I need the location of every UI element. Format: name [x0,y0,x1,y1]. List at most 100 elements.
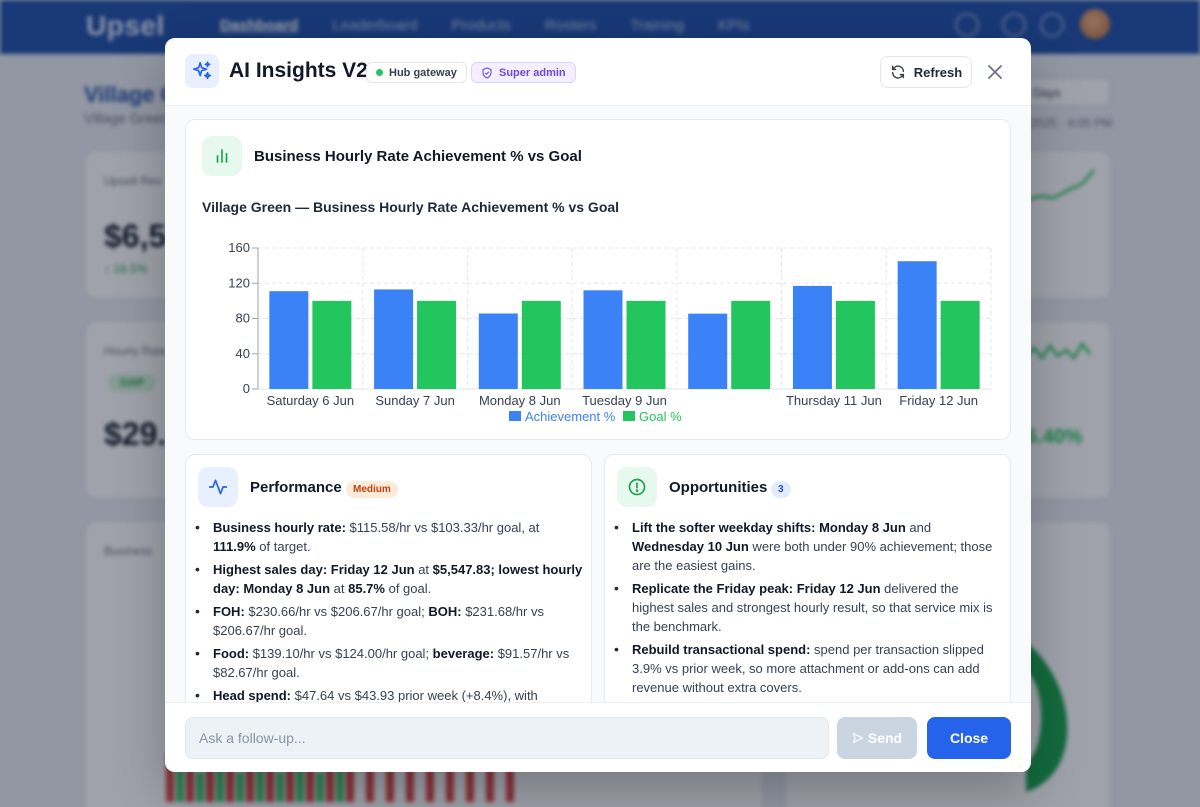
opportunities-list: Lift the softer weekday shifts: Monday 8… [614,518,1002,701]
bar-achievement [897,261,937,389]
insight-text: Head spend: [213,688,292,703]
insight-text: 111.9% [213,539,256,554]
send-button[interactable]: Send [837,717,917,759]
list-item: FOH: $230.66/hr vs $206.67/hr goal; BOH:… [195,602,583,640]
list-item: Replicate the Friday peak: Friday 12 Jun… [614,579,1002,636]
y-tick-label: 40 [236,346,250,361]
y-tick-label: 160 [228,240,250,255]
legend-label: Goal % [639,409,682,424]
modal-body[interactable]: Business Hourly Rate Achievement % vs Go… [165,106,1031,724]
insight-text: $231.68/hr vs $206.67/hr goal. [213,604,544,638]
send-label: Send [867,730,903,746]
nav-dashboard[interactable]: Dashboard [220,17,299,34]
bar-achievement [374,289,414,389]
nav-products[interactable]: Products [451,17,511,34]
insight-text: 85.7% [348,581,385,596]
bar-goal [521,300,561,389]
modal-title: AI Insights V2 [229,59,368,82]
insight-text: and [905,520,932,535]
bar-goal [835,300,875,389]
super-admin-badge: Super admin [471,62,576,83]
chart-panel-title: Business Hourly Rate Achievement % vs Go… [254,148,582,165]
magic-icon[interactable] [955,13,979,37]
help-icon[interactable] [1002,13,1026,37]
insight-text: Wednesday 10 Jun [632,539,749,554]
nav-training[interactable]: Training [630,17,684,34]
app-logo[interactable]: Upsel [86,10,165,41]
insight-text: FOH: [213,604,245,619]
insight-text: $5,547.83; lowest hourly day: Monday 8 J… [213,562,583,596]
insight-text: were both under 90% achievement; those a… [632,539,993,573]
alert-circle-icon [617,467,657,507]
x-tick-label: Saturday 6 Jun [267,393,354,408]
kpi-label: Hourly Rate [104,344,168,358]
activity-icon [198,467,238,507]
bar-goal [626,300,666,389]
achievement-chart: 0 40 80 120 160 Saturday 6 Jun Sunday 7 Jun Mon… [228,240,992,424]
refresh-button[interactable]: Refresh [880,56,972,88]
kpi-label: Upsell Rev [104,174,163,188]
sparkline-icon [1026,341,1091,361]
insight-text: beverage: [432,646,495,661]
insight-text: at [414,562,433,577]
avatar[interactable] [1080,9,1110,39]
range-timestamp: 2025 · 4:05 PM [1030,116,1113,130]
nav-kpis[interactable]: KPIs [717,17,750,34]
donut-chart [1026,642,1068,792]
hub-gateway-label: Hub gateway [389,66,457,79]
bar-chart-icon [202,136,242,176]
list-item: Lift the softer weekday shifts: Monday 8… [614,518,1002,575]
sparkline-icon [1026,169,1095,202]
x-tick-label: Sunday 7 Jun [375,393,455,408]
followup-input[interactable] [185,717,829,759]
bar-goal [940,300,980,389]
close-button[interactable]: Close [927,717,1011,759]
list-item: Highest sales day: Friday 12 Jun at $5,5… [195,560,583,598]
opportunities-panel: Opportunities 3 Lift the softer weekday … [604,454,1011,724]
modal-header: AI Insights V2 Hub gateway Super admin R… [165,38,1031,106]
insight-text: Food: [213,646,250,661]
legend-swatch [509,411,521,421]
bar-goal [417,300,457,389]
close-icon[interactable] [984,61,1006,83]
nav-rosters[interactable]: Rosters [544,17,597,34]
insight-text: at [330,581,349,596]
refresh-label: Refresh [913,64,963,80]
card-label: Business [104,544,153,558]
bell-icon[interactable] [1040,13,1064,37]
legend-swatch [623,411,635,421]
x-tick-label: Friday 12 Jun [899,393,978,408]
insight-text: Highest sales day: Friday 12 Jun [213,562,415,577]
insight-text: of goal. [384,581,432,596]
severity-badge: Medium [346,481,398,498]
bar-achievement [792,285,832,389]
page-subtitle: Village Green [84,110,169,126]
count-badge: 3 [771,481,791,498]
kpi-change: ↑ 16.5% [104,262,148,276]
kpi-percent: 6.40% [1026,426,1083,448]
x-tick-label: Tuesday 9 Jun [582,393,667,408]
insight-text: $230.66/hr vs $206.67/hr goal; [244,604,429,619]
insight-text: $91.57/hr vs $82.67/hr goal. [213,646,570,680]
bar-goal [731,300,771,389]
y-tick-label: 80 [236,311,250,326]
chart-panel: Business Hourly Rate Achievement % vs Go… [185,119,1011,440]
insight-text: Replicate the Friday peak: Friday 12 Jun [632,581,881,596]
bg-bar-chart [166,752,514,802]
performance-title: Performance [250,479,342,496]
performance-list: Business hourly rate: $115.58/hr vs $103… [195,518,583,709]
insight-text: BOH: [428,604,462,619]
list-item: Food: $139.10/hr vs $124.00/hr goal; bev… [195,644,583,682]
super-admin-label: Super admin [499,66,566,79]
nav-leaderboard[interactable]: Leaderboard [332,17,418,34]
refresh-icon [891,65,904,79]
list-item: Rebuild transactional spend: spend per t… [614,640,1002,697]
kpi-value: $29. [104,416,167,452]
kpi-value: $6,5 [104,218,167,254]
insight-text: $47.64 vs $43.93 prior week (+8.4%), wit… [291,688,538,703]
insight-text: Business hourly rate: [213,520,346,535]
status-badge: GAP [108,374,156,392]
insight-text: Lift the softer weekday shifts: Monday 8… [632,520,906,535]
legend-label: Achievement % [525,409,616,424]
opportunities-title: Opportunities [669,479,768,496]
